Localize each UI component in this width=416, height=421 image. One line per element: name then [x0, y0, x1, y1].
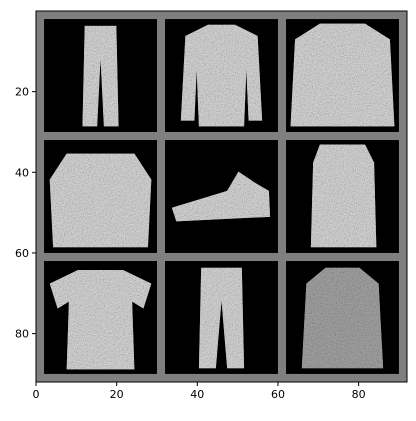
tile-t-shirt [44, 261, 157, 374]
y-tick-label: 60 [15, 247, 29, 260]
y-tick-label: 80 [15, 328, 29, 341]
tile-sweater [165, 19, 278, 132]
y-tick-label: 20 [15, 86, 29, 99]
tile-pullover [286, 19, 399, 132]
x-tick-label: 0 [33, 388, 40, 401]
y-tick-label: 40 [15, 166, 29, 179]
x-tick-label: 80 [352, 388, 366, 401]
x-tick-label: 60 [271, 388, 285, 401]
image-area [35, 10, 408, 383]
x-tick-label: 40 [190, 388, 204, 401]
x-tick-label: 20 [110, 388, 124, 401]
tile-coat [286, 261, 399, 374]
y-axis: 20 40 60 80 [15, 86, 36, 341]
tile-dress [286, 140, 399, 253]
x-axis: 0 20 40 60 80 [33, 382, 366, 401]
tile-pullover [44, 140, 157, 253]
tile-trousers [165, 261, 278, 374]
tile-sneaker [165, 140, 278, 253]
axes-border [35, 10, 408, 383]
tile-trousers [44, 19, 157, 132]
